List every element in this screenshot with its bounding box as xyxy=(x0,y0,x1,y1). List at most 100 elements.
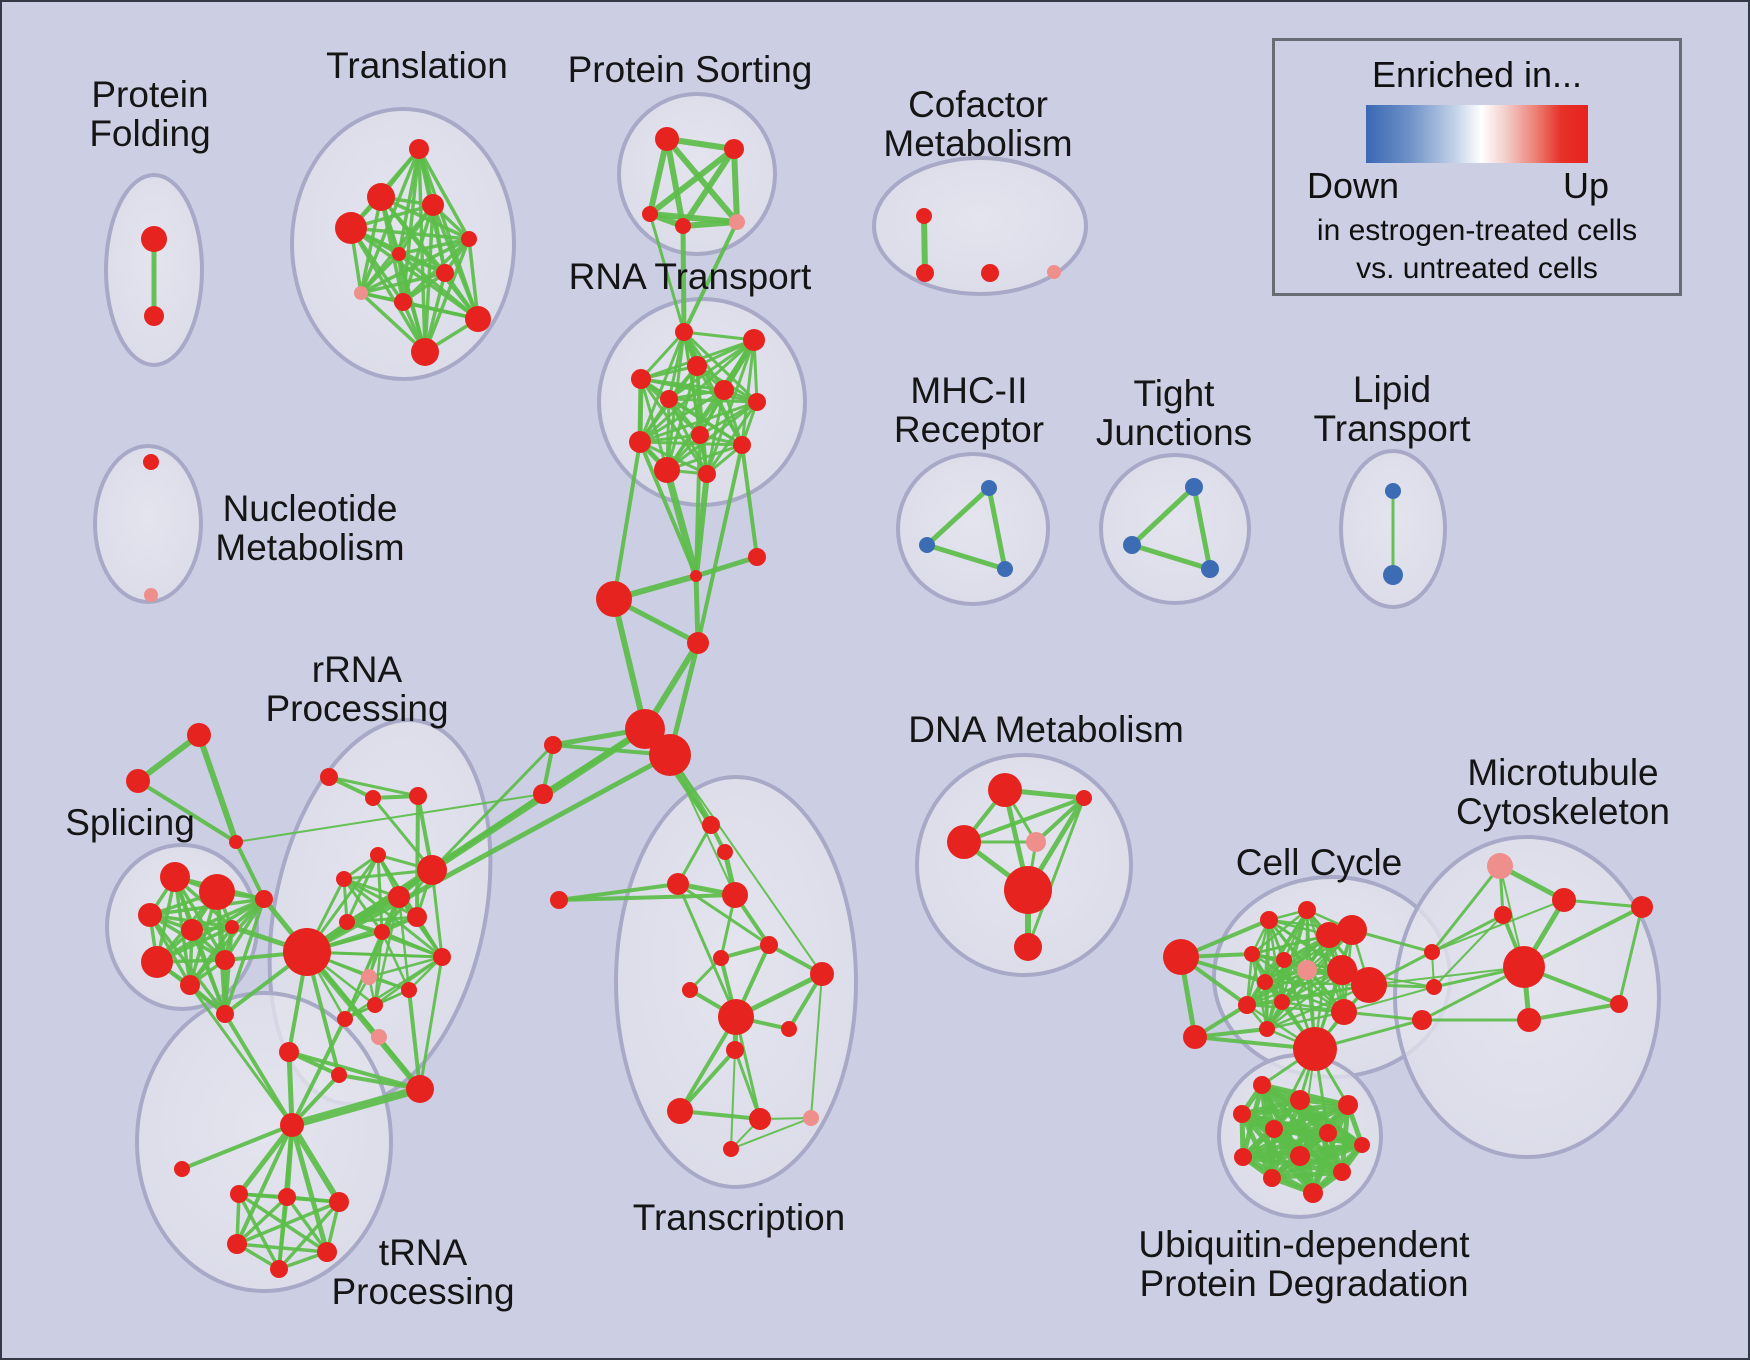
gene-set-node-tk5 xyxy=(317,1242,337,1262)
edge-x12-x16 xyxy=(730,1049,736,1150)
gene-set-node-x15 xyxy=(803,1110,819,1126)
gene-set-node-rr17 xyxy=(433,948,451,966)
legend: Enriched in... Down Up in estrogen-treat… xyxy=(1272,38,1682,296)
edge-cc13-cc15 xyxy=(1245,1003,1346,1014)
gene-set-node-u8 xyxy=(1234,1148,1252,1166)
edge-x9-x15 xyxy=(810,973,823,1119)
edge-cc15-cn3 xyxy=(1342,1010,1424,1022)
gene-set-node-g1 xyxy=(187,723,211,747)
gene-set-node-cf1 xyxy=(916,208,932,224)
gene-set-node-tk4 xyxy=(227,1234,247,1254)
gene-set-node-cc5 xyxy=(1316,922,1342,948)
edge-rt1-rt8 xyxy=(638,330,686,444)
edge-cf1-cf2 xyxy=(921,213,928,276)
gene-set-node-cf4 xyxy=(1047,265,1061,279)
edge-cc2-cc17 xyxy=(1193,1027,1269,1039)
edge-cn2-mt3 xyxy=(1433,914,1504,988)
gene-set-node-lp1 xyxy=(1385,483,1401,499)
gene-set-node-mt6 xyxy=(1610,995,1628,1013)
edge-ps1-ps5 xyxy=(664,136,740,225)
edge-rt1-rt2 xyxy=(682,330,756,342)
gene-set-node-sp5 xyxy=(225,920,239,934)
gene-set-node-t1 xyxy=(409,139,429,159)
gene-set-node-rr2 xyxy=(365,790,381,806)
edge-rt8-c1 xyxy=(638,440,698,578)
cluster-label-cell-cycle: Cell Cycle xyxy=(1236,842,1403,883)
edge-g1-g2 xyxy=(135,732,202,784)
gene-set-node-t6 xyxy=(392,247,406,261)
edge-cc10-cc13 xyxy=(1245,968,1344,1007)
edge-t8-t11 xyxy=(359,291,427,354)
gene-set-node-sp8 xyxy=(215,950,235,970)
edge-rt8-rt12 xyxy=(638,440,709,476)
gene-set-node-t8 xyxy=(354,286,368,300)
edge-tk0-rr15 xyxy=(288,1085,424,1129)
edge-mt6-mt7 xyxy=(1617,905,1644,1006)
gene-set-node-cc1 xyxy=(1163,939,1199,975)
edge-rr17-rr9 xyxy=(380,930,444,959)
edge-x12-x13 xyxy=(678,1048,737,1113)
gene-set-node-rt11 xyxy=(654,457,680,483)
edge-rr6-rr17 xyxy=(342,877,444,959)
edge-g3-sp6 xyxy=(234,840,266,901)
gene-set-node-cc11 xyxy=(1351,967,1387,1003)
gene-set-node-mt5 xyxy=(1517,1008,1541,1032)
gene-set-node-rt12 xyxy=(698,465,716,483)
gene-set-node-tk6 xyxy=(270,1260,288,1278)
gene-set-node-rt6 xyxy=(714,380,734,400)
gene-set-node-u5 xyxy=(1265,1120,1283,1138)
edge-sp9-tk0 xyxy=(188,983,294,1127)
edge-rt11-c1 xyxy=(663,466,700,580)
edge-rr15-rr17 xyxy=(418,955,444,1091)
edge-ps1-ps4 xyxy=(664,136,686,229)
edge-rt7-rt12 xyxy=(705,400,759,476)
edge-cc15-cc17 xyxy=(1265,1010,1346,1031)
edge-rt4-rt11 xyxy=(639,377,669,472)
edge-t4-t10 xyxy=(431,203,480,321)
edge-tl2-rr5 xyxy=(430,792,545,872)
gene-set-node-x11 xyxy=(781,1021,797,1037)
edge-t5-t10 xyxy=(467,237,480,321)
gene-set-node-c3 xyxy=(596,581,632,617)
edge-rt4-rt12 xyxy=(639,377,709,476)
cluster-ellipse-nucleotide xyxy=(93,444,203,604)
cluster-label-rrna-processing: rRNA Processing xyxy=(265,649,448,729)
gene-set-node-cn3 xyxy=(1412,1010,1432,1030)
edge-rr11-rr7 xyxy=(373,895,401,1007)
edge-rt9-c1 xyxy=(694,433,702,578)
gene-set-node-cf3 xyxy=(981,264,999,282)
gene-set-node-cc16 xyxy=(1293,1027,1337,1071)
gene-set-node-rt3 xyxy=(687,356,707,376)
edge-tk0-tk3 xyxy=(289,1122,342,1205)
gene-set-node-t4 xyxy=(422,194,444,216)
gene-set-node-t3 xyxy=(335,212,367,244)
edge-tj1-tj3 xyxy=(1191,484,1213,572)
edge-t6-t8 xyxy=(359,252,401,295)
edge-rr18-rr9 xyxy=(380,930,411,992)
gene-set-node-cc17 xyxy=(1259,1021,1275,1037)
gene-set-node-x10 xyxy=(718,999,754,1035)
edge-m1-m2 xyxy=(924,485,992,548)
edge-t6-t10 xyxy=(397,252,480,321)
edge-rt2-rt5 xyxy=(667,338,756,401)
gene-set-node-t9 xyxy=(394,293,412,311)
gene-set-node-tj2 xyxy=(1123,536,1141,554)
legend-down-label: Down xyxy=(1307,165,1400,206)
edge-x10-x13 xyxy=(678,1015,738,1113)
gene-set-node-cc8 xyxy=(1276,952,1292,968)
gene-set-node-u9 xyxy=(1290,1146,1310,1166)
edge-cc10-cc17 xyxy=(1265,968,1344,1031)
edge-rr16-rr6 xyxy=(342,877,419,919)
gene-set-node-m1 xyxy=(981,480,997,496)
legend-up-label: Up xyxy=(1562,165,1609,206)
gene-set-node-x2 xyxy=(717,844,733,860)
gene-set-node-u2 xyxy=(1290,1090,1310,1110)
gene-set-node-u10 xyxy=(1333,1163,1351,1181)
edge-tj2-tj3 xyxy=(1129,542,1213,572)
gene-set-node-rr5 xyxy=(417,855,447,885)
edge-u3-u4 xyxy=(1239,1102,1351,1117)
gene-set-node-rt10 xyxy=(733,436,751,454)
edge-sp6-sp7 xyxy=(155,897,266,964)
gene-set-node-c2 xyxy=(748,548,766,566)
edge-rt1-rt4 xyxy=(639,330,686,381)
